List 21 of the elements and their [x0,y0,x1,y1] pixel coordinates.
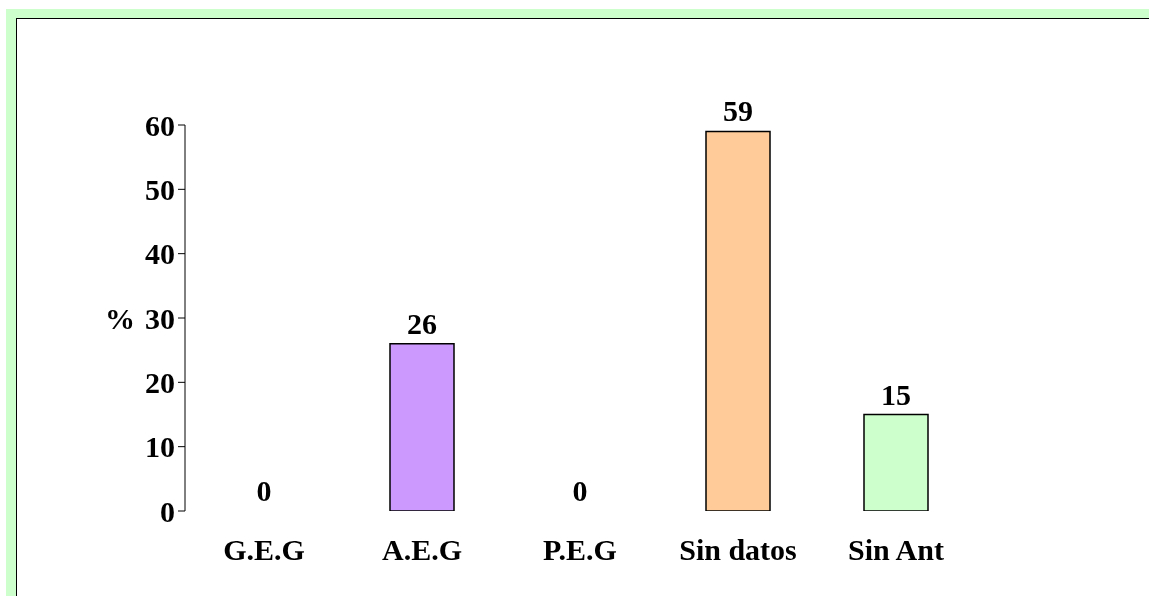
y-tick-label: 10 [145,430,175,464]
x-tick-label: P.E.G [543,533,617,567]
y-tick-label: 30 [145,301,175,335]
x-tick-label: A.E.G [381,533,463,567]
x-tick-label: G.E.G [223,533,305,567]
data-label: 0 [572,474,588,507]
y-axis-title: % [105,301,135,335]
x-tick-label: Sin datos [679,533,797,567]
y-tick-label: 50 [145,172,175,206]
y-tick-label: 40 [145,237,175,271]
y-tick-label: 60 [145,108,175,142]
bar [863,413,929,511]
y-tick-label: 0 [160,494,175,528]
data-label: 0 [256,474,272,507]
data-label: 26 [407,306,437,340]
x-tick-label: Sin Ant [848,533,944,567]
y-tick-label: 20 [145,365,175,399]
data-label: 15 [881,377,911,411]
bar [705,130,771,511]
bar [389,342,455,511]
data-label: 59 [723,94,753,128]
